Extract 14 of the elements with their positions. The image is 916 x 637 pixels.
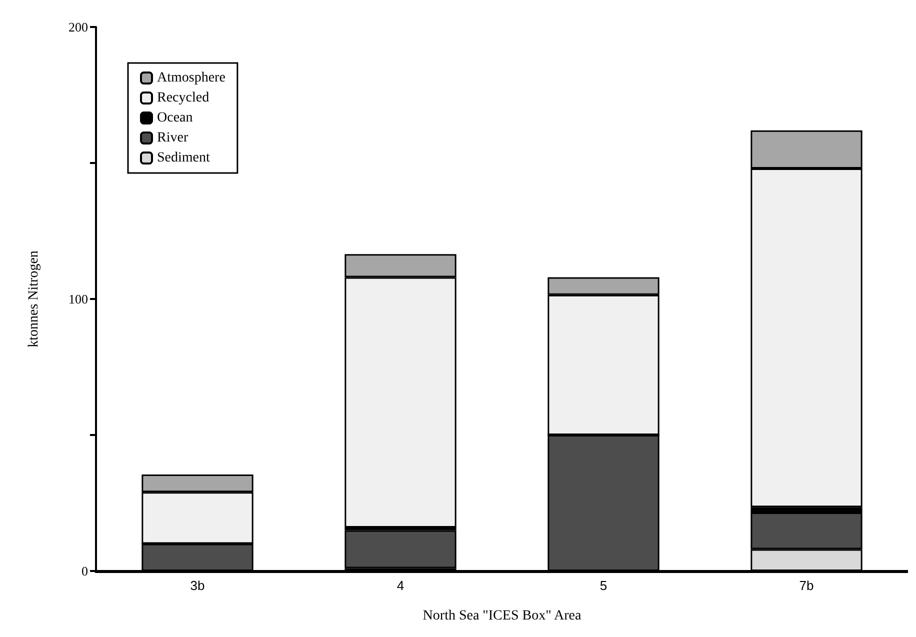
x-tick-label: 7b <box>799 578 814 593</box>
y-tick-label: 200 <box>68 20 88 34</box>
x-axis-title: North Sea "ICES Box" Area <box>422 608 582 624</box>
legend-label: Atmosphere <box>157 70 226 86</box>
y-tick-label: 100 <box>68 292 88 306</box>
x-tick-label: 5 <box>600 578 608 593</box>
legend-label: Ocean <box>157 110 193 126</box>
y-tick-label: 0 <box>82 564 88 578</box>
x-tick-label: 3b <box>190 578 205 593</box>
legend-label: River <box>157 130 188 146</box>
x-tick-label: 4 <box>396 578 404 593</box>
y-axis-title: ktonnes Nitrogen <box>26 250 42 348</box>
legend-label: Sediment <box>157 150 210 166</box>
legend-label: Recycled <box>157 90 210 106</box>
